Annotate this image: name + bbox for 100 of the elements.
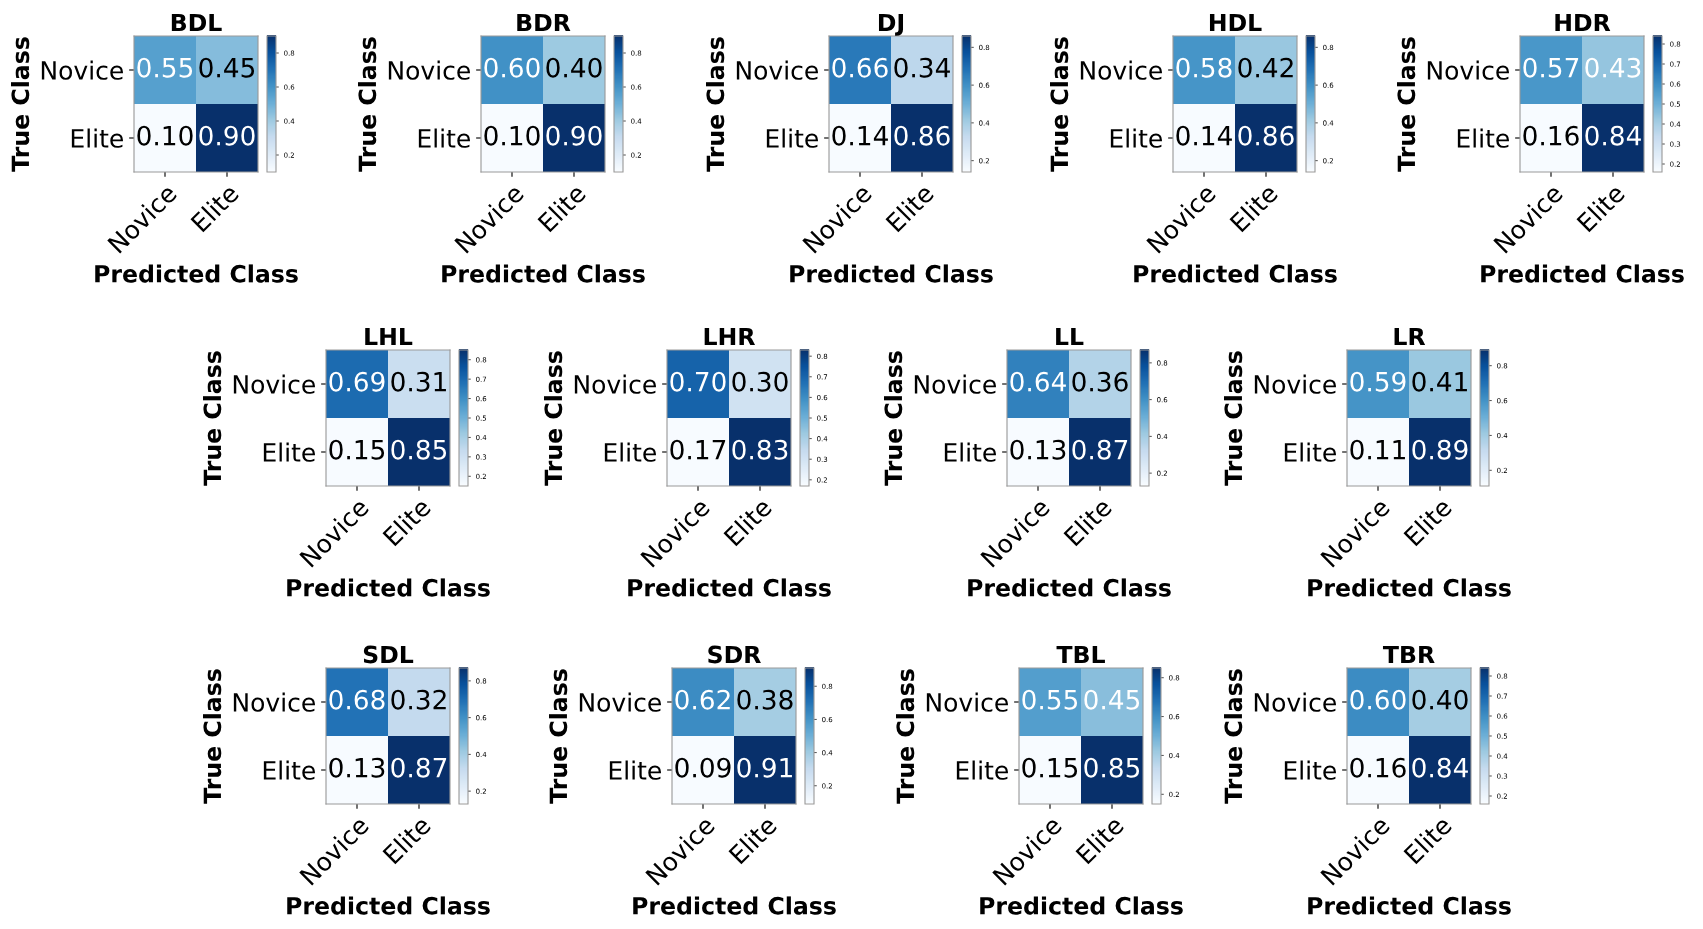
x-axis-title: Predicted Class: [95, 264, 298, 283]
data-label: 0.85: [391, 439, 447, 460]
y-axis-title: True Class: [1397, 37, 1416, 172]
y-tick-label: Novice: [1254, 692, 1336, 712]
x-axis-title: Predicted Class: [790, 264, 993, 283]
y-axis-title: True Class: [11, 37, 30, 172]
data-label: 0.10: [137, 125, 193, 146]
data-label: 0.68: [329, 689, 385, 710]
data-label: 0.83: [732, 439, 788, 460]
chart-title: LR: [1394, 327, 1426, 346]
chart-title: SDL: [363, 645, 414, 664]
data-label: 0.89: [1412, 439, 1468, 460]
y-axis-title: True Class: [1224, 669, 1243, 804]
data-label: 0.59: [1350, 371, 1406, 392]
data-label: 0.11: [1350, 439, 1405, 460]
y-axis-title: True Class: [203, 351, 222, 486]
data-label: 0.70: [670, 371, 726, 392]
data-label: 0.55: [137, 57, 193, 78]
data-label: 0.86: [894, 125, 950, 146]
y-axis-title: True Class: [1224, 351, 1243, 486]
chart-title: LHR: [704, 327, 756, 346]
y-tick-label: Elite: [1284, 442, 1336, 462]
data-label: 0.69: [329, 371, 385, 392]
y-tick-label: Elite: [263, 442, 315, 462]
y-axis-title: True Class: [706, 37, 725, 172]
x-axis-title: Predicted Class: [1308, 578, 1511, 597]
chart-title: HDL: [1209, 13, 1262, 32]
data-label: 0.32: [391, 689, 446, 710]
y-tick-label: Elite: [1284, 760, 1336, 780]
data-label: 0.10: [484, 125, 540, 146]
data-label: 0.57: [1523, 57, 1579, 78]
data-label: 0.87: [1072, 439, 1128, 460]
chart-title: BDL: [171, 13, 222, 32]
data-label: 0.90: [546, 125, 602, 146]
data-label: 0.34: [894, 57, 950, 78]
x-axis-title: Predicted Class: [968, 578, 1171, 597]
y-tick-label: Novice: [579, 692, 661, 712]
x-axis-title: Predicted Class: [980, 896, 1183, 915]
data-label: 0.60: [484, 57, 540, 78]
x-axis-title: Predicted Class: [628, 578, 831, 597]
data-label: 0.60: [1350, 689, 1406, 710]
data-label: 0.16: [1350, 757, 1406, 778]
y-tick-label: Elite: [944, 442, 996, 462]
y-tick-label: Novice: [233, 692, 315, 712]
chart-title: TBR: [1382, 645, 1435, 664]
chart-title: LL: [1056, 327, 1084, 346]
y-tick-label: Novice: [1254, 374, 1336, 394]
data-label: 0.90: [199, 125, 255, 146]
y-tick-label: Elite: [604, 442, 656, 462]
x-axis-title: Predicted Class: [1134, 264, 1337, 283]
data-label: 0.66: [832, 57, 888, 78]
data-label: 0.45: [199, 57, 255, 78]
y-axis-title: True Class: [884, 351, 903, 486]
x-axis-title: Predicted Class: [1481, 264, 1684, 283]
data-label: 0.87: [391, 757, 447, 778]
data-label: 0.14: [1176, 125, 1232, 146]
y-axis-title: True Class: [1050, 37, 1069, 172]
x-axis-title: Predicted Class: [287, 896, 490, 915]
data-label: 0.31: [391, 371, 446, 392]
data-label: 0.40: [1412, 689, 1468, 710]
x-axis-title: Predicted Class: [1308, 896, 1511, 915]
data-label: 0.38: [737, 689, 793, 710]
chart-title: DJ: [878, 13, 904, 36]
data-label: 0.64: [1010, 371, 1066, 392]
data-label: 0.13: [329, 757, 385, 778]
data-label: 0.62: [675, 689, 730, 710]
data-label: 0.91: [737, 757, 792, 778]
y-axis-title: True Class: [896, 669, 915, 804]
chart-title: HDR: [1555, 13, 1611, 32]
y-tick-label: Elite: [609, 760, 661, 780]
y-axis-title: True Class: [549, 669, 568, 804]
data-label: 0.43: [1585, 57, 1641, 78]
y-tick-label: Novice: [914, 374, 996, 394]
y-axis-title: True Class: [544, 351, 563, 486]
x-axis-title: Predicted Class: [442, 264, 645, 283]
y-tick-label: Novice: [926, 692, 1008, 712]
y-tick-label: Elite: [956, 760, 1008, 780]
chart-title: BDR: [517, 13, 571, 32]
data-label: 0.85: [1084, 757, 1140, 778]
data-label: 0.30: [732, 371, 788, 392]
y-axis-title: True Class: [203, 669, 222, 804]
data-label: 0.55: [1022, 689, 1078, 710]
data-label: 0.17: [670, 439, 726, 460]
chart-title: LHL: [365, 327, 413, 346]
data-label: 0.84: [1585, 125, 1641, 146]
data-label: 0.15: [329, 439, 385, 460]
y-axis-title: True Class: [358, 37, 377, 172]
x-axis-title: Predicted Class: [287, 578, 490, 597]
y-tick-label: Elite: [263, 760, 315, 780]
data-label: 0.15: [1022, 757, 1078, 778]
data-label: 0.41: [1412, 371, 1467, 392]
data-label: 0.36: [1072, 371, 1128, 392]
data-label: 0.09: [675, 757, 731, 778]
data-label: 0.58: [1176, 57, 1232, 78]
y-tick-label: Novice: [233, 374, 315, 394]
data-label: 0.86: [1238, 125, 1294, 146]
y-tick-label: Novice: [574, 374, 656, 394]
chart-title: SDR: [708, 645, 761, 664]
x-axis-title: Predicted Class: [633, 896, 836, 915]
data-label: 0.42: [1238, 57, 1293, 78]
